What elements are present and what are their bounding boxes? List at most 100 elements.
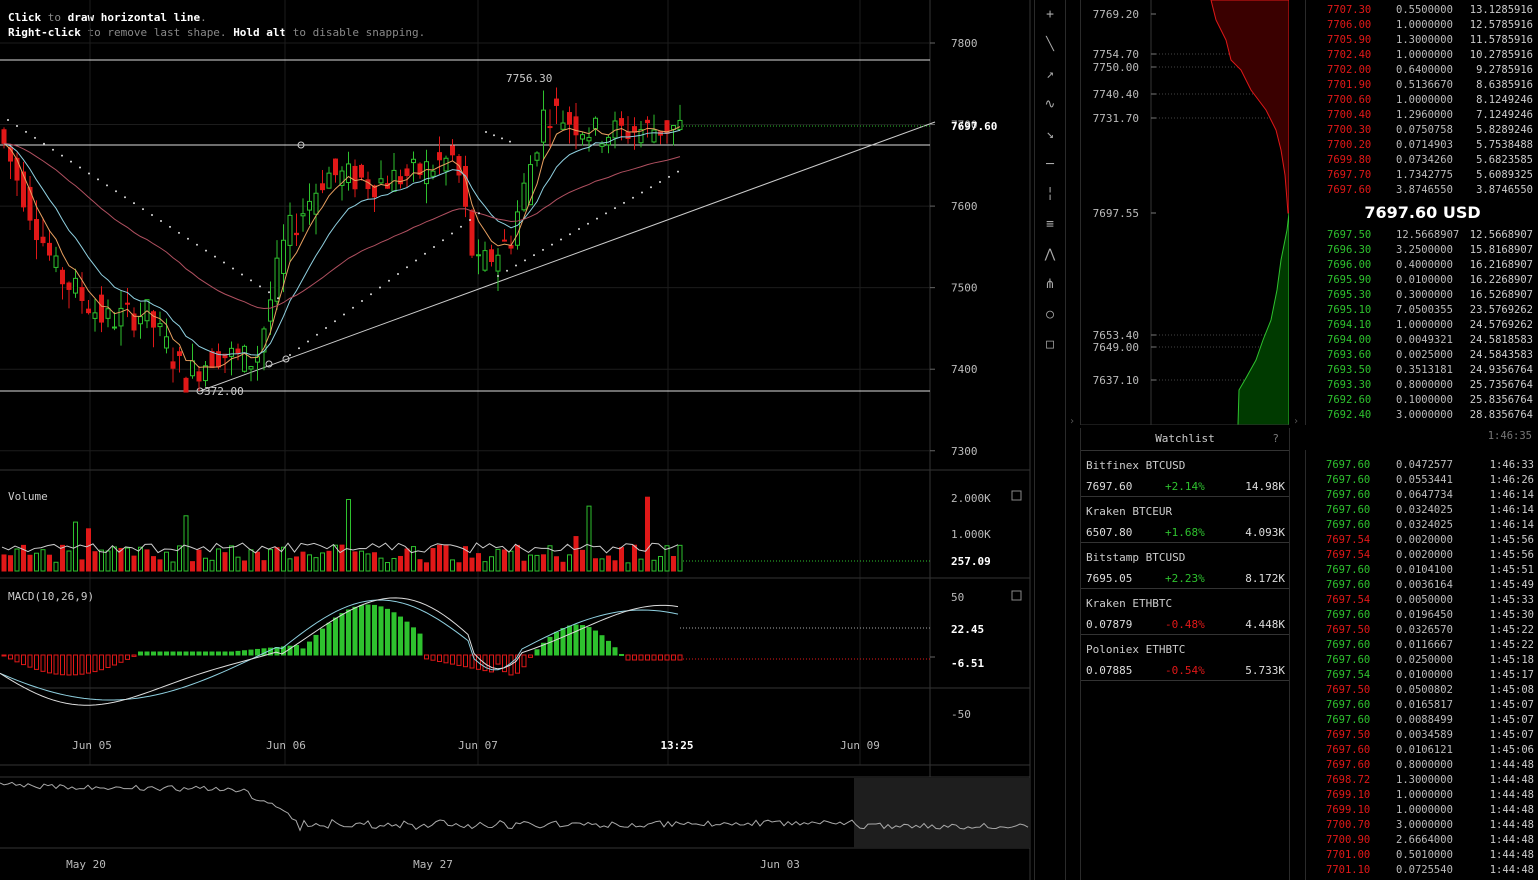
trade-price: 7697.50 bbox=[1326, 684, 1371, 696]
macd-histogram-bar bbox=[300, 648, 306, 656]
ask-row[interactable]: 7700.40 1.2960000 7.1249246 bbox=[1306, 108, 1538, 123]
watchlist-item[interactable]: Bitfinex BTCUSD 7697.60 +2.14% 14.98K bbox=[1081, 451, 1289, 497]
ask-row[interactable]: 7699.80 0.0734260 5.6823585 bbox=[1306, 153, 1538, 168]
nav-window[interactable] bbox=[854, 778, 1030, 848]
macd-histogram-bar bbox=[651, 654, 657, 661]
price-chart[interactable]: 7756.30 372.00 7800 7700 7600 7500 7400 7300 76… bbox=[0, 0, 1034, 880]
watchlist-item[interactable]: Kraken BTCEUR 6507.80 +1.68% 4.093K bbox=[1081, 497, 1289, 543]
ask-row[interactable]: 7702.00 0.6400000 9.2785916 bbox=[1306, 63, 1538, 78]
bid-row[interactable]: 7696.30 3.2500000 15.8168907 bbox=[1306, 243, 1538, 258]
ema-slow-line bbox=[3, 129, 681, 356]
macd-histogram-bar bbox=[138, 651, 143, 656]
volume-label: Volume bbox=[8, 490, 48, 503]
volume-bar bbox=[144, 549, 150, 572]
bid-row[interactable]: 7693.60 0.0025000 24.5843583 bbox=[1306, 348, 1538, 363]
ask-row[interactable]: 7700.20 0.0714903 5.7538488 bbox=[1306, 138, 1538, 153]
line-handle[interactable] bbox=[282, 355, 290, 363]
line-handle[interactable] bbox=[196, 387, 204, 395]
watchlist-item[interactable]: Bitstamp BTCUSD 7695.05 +2.23% 8.172K bbox=[1081, 543, 1289, 589]
hline-icon[interactable]: ─ bbox=[1046, 157, 1054, 172]
candle bbox=[326, 172, 332, 189]
ask-row[interactable]: 7702.40 1.0000000 10.2785916 bbox=[1306, 48, 1538, 63]
sar-dot bbox=[388, 279, 390, 282]
bid-row[interactable]: 7695.30 0.3000000 16.5268907 bbox=[1306, 288, 1538, 303]
volume-bar bbox=[658, 555, 663, 572]
bid-row[interactable]: 7692.40 3.0000000 28.8356764 bbox=[1306, 408, 1538, 423]
candle bbox=[300, 213, 306, 217]
ray-icon[interactable]: ↗ bbox=[1046, 67, 1054, 82]
fib-icon[interactable]: ≡ bbox=[1046, 217, 1054, 232]
macd-histogram-bar bbox=[242, 650, 247, 656]
line-icon[interactable]: ╲ bbox=[1046, 37, 1054, 52]
candle bbox=[40, 236, 46, 244]
plus-icon[interactable]: + bbox=[1046, 7, 1054, 22]
macd-line bbox=[0, 599, 679, 701]
ask-row[interactable]: 7701.90 0.5136670 8.6385916 bbox=[1306, 78, 1538, 93]
volume-bar bbox=[242, 560, 247, 572]
macd-histogram-bar bbox=[359, 605, 364, 656]
volume-bar bbox=[645, 496, 650, 572]
macd-histogram-bar bbox=[8, 654, 13, 660]
pitchfork-icon[interactable]: ⋀ bbox=[1044, 247, 1056, 262]
sar-dot bbox=[478, 212, 480, 215]
sar-dot bbox=[542, 248, 544, 251]
rect-icon[interactable]: □ bbox=[1046, 337, 1054, 352]
ask-row[interactable]: 7706.00 1.0000000 12.5785916 bbox=[1306, 18, 1538, 33]
trade-amount: 3.0000000 bbox=[1396, 819, 1453, 831]
collapse-right-icon[interactable]: › bbox=[1293, 416, 1300, 427]
ask-row[interactable]: 7705.90 1.3000000 11.5785916 bbox=[1306, 33, 1538, 48]
ask-row[interactable]: 7700.60 1.0000000 8.1249246 bbox=[1306, 93, 1538, 108]
watchlist-item[interactable]: Poloniex ETHBTC 0.07885 -0.54% 5.733K bbox=[1081, 635, 1289, 681]
trade-row: 7697.60 0.0116667 1:45:22 bbox=[1306, 638, 1538, 653]
symbol-price: 6507.80 bbox=[1086, 526, 1133, 539]
bid-row[interactable]: 7696.00 0.4000000 16.2168907 bbox=[1306, 258, 1538, 273]
vline-icon[interactable]: ╎ bbox=[1046, 187, 1054, 202]
sar-dot bbox=[596, 217, 598, 220]
depth-price-label: 7754.70 bbox=[1093, 48, 1139, 61]
volume-bar bbox=[417, 559, 423, 572]
collapse-left-icon[interactable]: › bbox=[1069, 416, 1076, 427]
bid-row[interactable]: 7693.50 0.3513181 24.9356764 bbox=[1306, 363, 1538, 378]
panel-splitter[interactable]: › bbox=[1066, 0, 1080, 880]
candle bbox=[404, 168, 410, 176]
macd-tick-label: -50 bbox=[951, 708, 971, 721]
order-price: 7705.90 bbox=[1327, 34, 1372, 46]
bid-row[interactable]: 7694.00 0.0049321 24.5818583 bbox=[1306, 333, 1538, 348]
volume-bar bbox=[229, 545, 234, 572]
line-handle[interactable] bbox=[265, 360, 273, 368]
bid-row[interactable]: 7695.10 7.0500355 23.5769262 bbox=[1306, 303, 1538, 318]
bid-row[interactable]: 7694.10 1.0000000 24.5769262 bbox=[1306, 318, 1538, 333]
volume-bar bbox=[118, 547, 124, 572]
trade-price: 7701.10 bbox=[1326, 864, 1371, 876]
volume-bar bbox=[274, 547, 280, 572]
ask-row[interactable]: 7697.60 3.8746550 3.8746550 bbox=[1306, 183, 1538, 198]
line-handle[interactable] bbox=[297, 141, 305, 149]
trade-row: 7698.72 1.3000000 1:44:48 bbox=[1306, 773, 1538, 788]
trend-line[interactable] bbox=[199, 121, 936, 392]
trade-amount: 0.8000000 bbox=[1396, 759, 1453, 771]
candle bbox=[60, 269, 65, 285]
trade-amount: 0.0165817 bbox=[1396, 699, 1453, 711]
bid-row[interactable]: 7695.90 0.0100000 16.2268907 bbox=[1306, 273, 1538, 288]
sar-dot bbox=[587, 222, 589, 225]
macd-histogram-bar bbox=[34, 654, 39, 670]
bid-row[interactable]: 7697.50 12.5668907 12.5668907 bbox=[1306, 228, 1538, 243]
arrow-icon[interactable]: ↘ bbox=[1046, 127, 1054, 142]
close-pane-button[interactable] bbox=[1011, 590, 1022, 601]
curve-icon[interactable]: ∿ bbox=[1044, 97, 1056, 112]
order-total: 12.5668907 bbox=[1469, 229, 1533, 241]
circle-icon[interactable]: ○ bbox=[1046, 307, 1054, 322]
order-amount: 1.2960000 bbox=[1396, 109, 1453, 121]
fan-icon[interactable]: ⋔ bbox=[1044, 277, 1056, 292]
sar-dot bbox=[70, 160, 72, 163]
help-icon[interactable]: ? bbox=[1272, 432, 1279, 445]
ask-row[interactable]: 7700.30 0.0750758 5.8289246 bbox=[1306, 123, 1538, 138]
order-amount: 0.3513181 bbox=[1396, 364, 1453, 376]
bid-row[interactable]: 7692.60 0.1000000 25.8356764 bbox=[1306, 393, 1538, 408]
bid-row[interactable]: 7693.30 0.8000000 25.7356764 bbox=[1306, 378, 1538, 393]
close-pane-button[interactable] bbox=[1011, 490, 1022, 501]
watchlist-item[interactable]: Kraken ETHBTC 0.07879 -0.48% 4.448K bbox=[1081, 589, 1289, 635]
ask-row[interactable]: 7697.70 1.7342775 5.6089325 bbox=[1306, 168, 1538, 183]
ask-row[interactable]: 7707.30 0.5500000 13.1285916 bbox=[1306, 3, 1538, 18]
candle bbox=[177, 351, 182, 357]
